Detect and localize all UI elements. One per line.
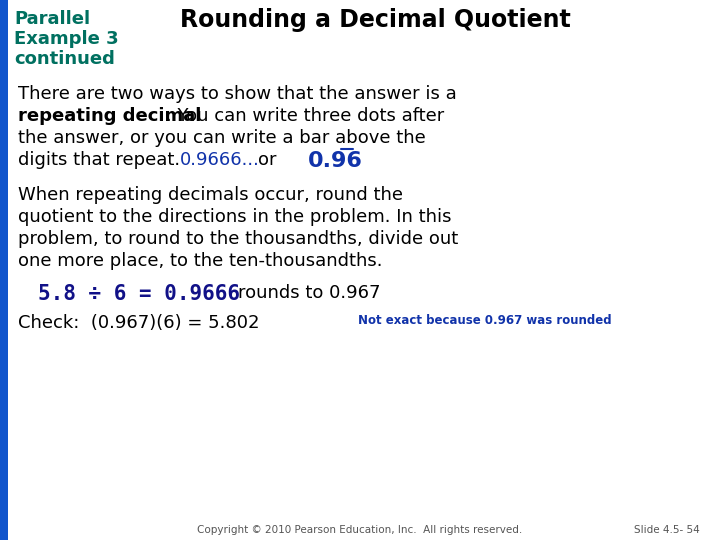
Text: quotient to the directions in the problem. In this: quotient to the directions in the proble… [18, 208, 451, 226]
Text: Example 3: Example 3 [14, 30, 119, 48]
Text: When repeating decimals occur, round the: When repeating decimals occur, round the [18, 186, 403, 204]
Text: the answer, or you can write a bar above the: the answer, or you can write a bar above… [18, 129, 426, 147]
Text: 0.9666...: 0.9666... [180, 151, 260, 169]
Text: 5.8 ÷ 6 = 0.9666: 5.8 ÷ 6 = 0.9666 [38, 284, 240, 304]
Text: Rounding a Decimal Quotient: Rounding a Decimal Quotient [179, 8, 570, 32]
Text: rounds to 0.967: rounds to 0.967 [238, 284, 380, 302]
Text: Parallel: Parallel [14, 10, 90, 28]
Text: Slide 4.5- 54: Slide 4.5- 54 [634, 525, 700, 535]
Text: continued: continued [14, 50, 115, 68]
Text: one more place, to the ten-thousandths.: one more place, to the ten-thousandths. [18, 252, 382, 270]
Text: Copyright © 2010 Pearson Education, Inc.  All rights reserved.: Copyright © 2010 Pearson Education, Inc.… [197, 525, 523, 535]
Text: Not exact because 0.967 was rounded: Not exact because 0.967 was rounded [358, 314, 611, 327]
Text: Check:  (0.967)(6) = 5.802: Check: (0.967)(6) = 5.802 [18, 314, 259, 332]
Text: or: or [258, 151, 276, 169]
Text: 0.96: 0.96 [308, 151, 363, 171]
Text: problem, to round to the thousandths, divide out: problem, to round to the thousandths, di… [18, 230, 458, 248]
Text: . You can write three dots after: . You can write three dots after [166, 107, 444, 125]
Text: digits that repeat.: digits that repeat. [18, 151, 180, 169]
Bar [0, 0, 8, 540]
Text: repeating decimal: repeating decimal [18, 107, 202, 125]
Text: There are two ways to show that the answer is a: There are two ways to show that the answ… [18, 85, 456, 103]
